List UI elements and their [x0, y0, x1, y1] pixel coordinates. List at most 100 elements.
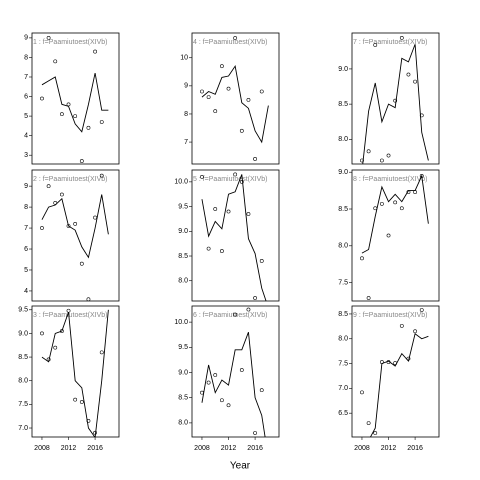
point	[393, 98, 398, 103]
y-tick-label: 8.0	[338, 336, 348, 343]
y-tick-label: 4	[24, 132, 28, 139]
panel: 1 : f=Paamiutoest(XIVb) 3 4 5 6 7 8 9	[24, 32, 120, 165]
panel-title: 9 : f=Paamiutoest(XIVb)	[353, 312, 428, 319]
point	[200, 390, 204, 395]
point	[79, 400, 84, 404]
panel: 5 : f=Paamiutoest(XIVb) 8.0 8.5 9.0 9.5 10.0	[174, 169, 280, 302]
point	[259, 388, 264, 393]
point	[79, 261, 84, 266]
point	[406, 72, 411, 77]
panel-frame	[31, 32, 120, 165]
panel-frame	[351, 305, 440, 438]
point	[213, 109, 218, 114]
point	[213, 207, 218, 211]
point	[393, 361, 398, 365]
panel-title: 2 : f=Paamiutoest(XIVb)	[33, 176, 108, 183]
panel: 7 : f=Paamiutoest(XIVb) 8.0 8.5 9.0	[338, 32, 440, 165]
fit-line	[41, 309, 109, 437]
point	[393, 200, 398, 205]
point	[200, 175, 204, 179]
panel-title: 7 : f=Paamiutoest(XIVb)	[353, 39, 428, 46]
fit-line	[41, 72, 109, 133]
y-tick-label: 7.5	[338, 360, 348, 367]
point	[259, 89, 264, 94]
panel-frame	[191, 169, 280, 302]
point	[379, 201, 384, 206]
point	[233, 312, 238, 317]
panel: 4 : f=Paamiutoest(XIVb) 7 8 9 10	[180, 32, 280, 165]
panel-title: 5 : f=Paamiutoest(XIVb)	[193, 176, 268, 183]
panel-title: 6 : f=Paamiutoest(XIVb)	[193, 312, 268, 319]
point	[86, 297, 91, 301]
point	[93, 430, 97, 435]
x-tick-label: 2016	[87, 445, 103, 452]
point	[66, 224, 71, 228]
panel: 9 : f=Paamiutoest(XIVb) 6.5 7.0 7.5 8.0 8.5 20…	[338, 305, 440, 452]
y-tick-label: 6.5	[338, 410, 348, 417]
fit-line	[201, 65, 269, 144]
panel-frame	[31, 305, 120, 438]
point	[413, 190, 417, 194]
point	[66, 102, 71, 107]
y-tick-label: 7.5	[18, 401, 28, 408]
x-tick-label: 2016	[407, 445, 423, 452]
y-tick-label: 7	[24, 225, 28, 232]
point	[79, 159, 84, 163]
point	[360, 158, 364, 163]
y-tick-label: 5	[24, 113, 28, 120]
panel-title: 8 : f=Paamiutoest(XIVb)	[353, 176, 428, 183]
point	[73, 114, 78, 118]
point	[226, 86, 231, 91]
y-tick-label: 9.5	[178, 203, 188, 210]
point	[53, 59, 58, 64]
point	[419, 173, 424, 178]
point	[93, 215, 97, 220]
point	[40, 96, 44, 101]
panel-title: 3 : f=Paamiutoest(XIVb)	[33, 312, 108, 319]
point	[373, 206, 378, 211]
y-tick-label: 8.5	[338, 101, 348, 108]
point	[99, 173, 104, 178]
point	[253, 157, 257, 161]
fit-line	[201, 332, 266, 437]
point	[53, 345, 58, 350]
x-axis-label: Year	[230, 461, 251, 472]
fit-line	[41, 194, 109, 259]
fit-line	[369, 333, 429, 437]
y-tick-label: 7.5	[338, 279, 348, 286]
panel: 3 : f=Paamiutoest(XIVb) 7.0 7.5 8.0 8.5 9.0 9.…	[18, 305, 120, 452]
point	[360, 256, 364, 261]
panel-title: 4 : f=Paamiutoest(XIVb)	[193, 39, 268, 46]
x-tick-label: 2012	[221, 445, 237, 452]
y-tick-label: 8.5	[178, 395, 188, 402]
point	[246, 212, 251, 216]
point	[406, 190, 411, 194]
x-tick-label: 2016	[247, 445, 263, 452]
point	[253, 296, 257, 300]
point	[93, 49, 97, 54]
point	[413, 79, 417, 84]
point	[419, 308, 424, 312]
x-tick-label: 2008	[194, 445, 210, 452]
y-tick-label: 4	[24, 288, 28, 295]
y-tick-label: 8.0	[18, 378, 28, 385]
point	[226, 209, 231, 214]
point	[246, 307, 251, 312]
y-tick-label: 9.5	[18, 307, 28, 314]
point	[46, 35, 51, 40]
point	[399, 206, 404, 211]
fit-line	[361, 174, 429, 254]
y-tick-label: 10.0	[174, 179, 188, 186]
point	[366, 421, 371, 426]
y-tick-label: 6	[24, 246, 28, 253]
point	[386, 153, 391, 158]
y-tick-label: 3	[24, 152, 28, 159]
point	[413, 329, 417, 334]
panel-frame	[31, 169, 120, 302]
point	[200, 89, 204, 94]
y-tick-label: 5	[24, 267, 28, 274]
panel-frame	[191, 32, 280, 165]
panel-title: 1 : f=Paamiutoest(XIVb)	[33, 39, 108, 46]
y-tick-label: 8.0	[338, 243, 348, 250]
point	[46, 357, 51, 362]
